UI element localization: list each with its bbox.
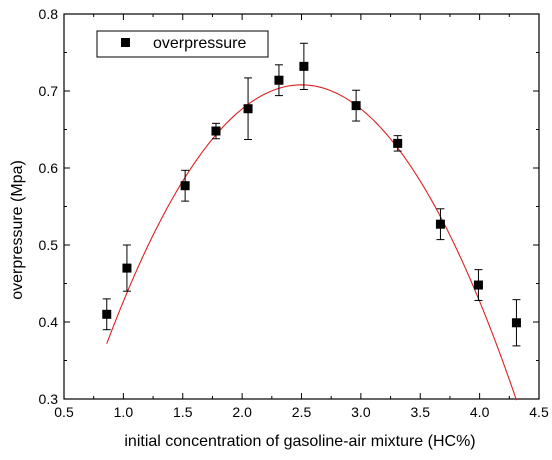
- data-point: [393, 138, 403, 148]
- x-tick-label: 3.0: [351, 404, 371, 420]
- data-point: [351, 101, 361, 111]
- data-points-group: [102, 42, 521, 347]
- y-axis-title: overpressure (Mpa): [9, 160, 26, 300]
- x-axis-title: initial concentration of gasoline-air mi…: [124, 433, 475, 450]
- x-tick-label: 2.5: [292, 404, 312, 420]
- data-point: [122, 263, 132, 273]
- y-tick-label: 0.8: [39, 6, 59, 22]
- legend-marker: [121, 38, 130, 47]
- data-point: [435, 219, 445, 229]
- data-point: [102, 309, 112, 319]
- data-point: [511, 318, 521, 328]
- x-tick-label: 2.0: [232, 404, 252, 420]
- x-tick-label: 3.5: [411, 404, 431, 420]
- data-point: [243, 104, 253, 114]
- axes: 0.5 1.0 1.5 2.0 2.5 3.0 3.5 4.0 4.5 0.3 0.4 0.5 0.6 0…: [39, 6, 549, 420]
- legend: overpressure: [96, 30, 269, 58]
- data-point: [211, 126, 221, 136]
- data-point: [274, 75, 284, 85]
- fit-curve: [106, 84, 517, 401]
- y-tick-label: 0.4: [39, 314, 59, 330]
- y-tick-label: 0.6: [39, 160, 59, 176]
- x-tick-label: 4.0: [470, 404, 490, 420]
- y-tick-label: 0.5: [39, 237, 59, 253]
- fit-curve-group: [106, 84, 517, 401]
- plot-frame: [63, 13, 540, 400]
- x-tick-label: 1.5: [173, 404, 193, 420]
- y-tick-label: 0.7: [39, 83, 59, 99]
- data-point: [473, 280, 483, 290]
- data-point: [180, 181, 190, 191]
- x-tick-label: 4.5: [529, 404, 549, 420]
- x-tick-label: 1.0: [114, 404, 134, 420]
- x-tick-label: 0.5: [54, 404, 74, 420]
- y-tick-label: 0.3: [39, 391, 59, 407]
- data-point: [299, 61, 309, 71]
- legend-label-overpressure: overpressure: [153, 35, 246, 52]
